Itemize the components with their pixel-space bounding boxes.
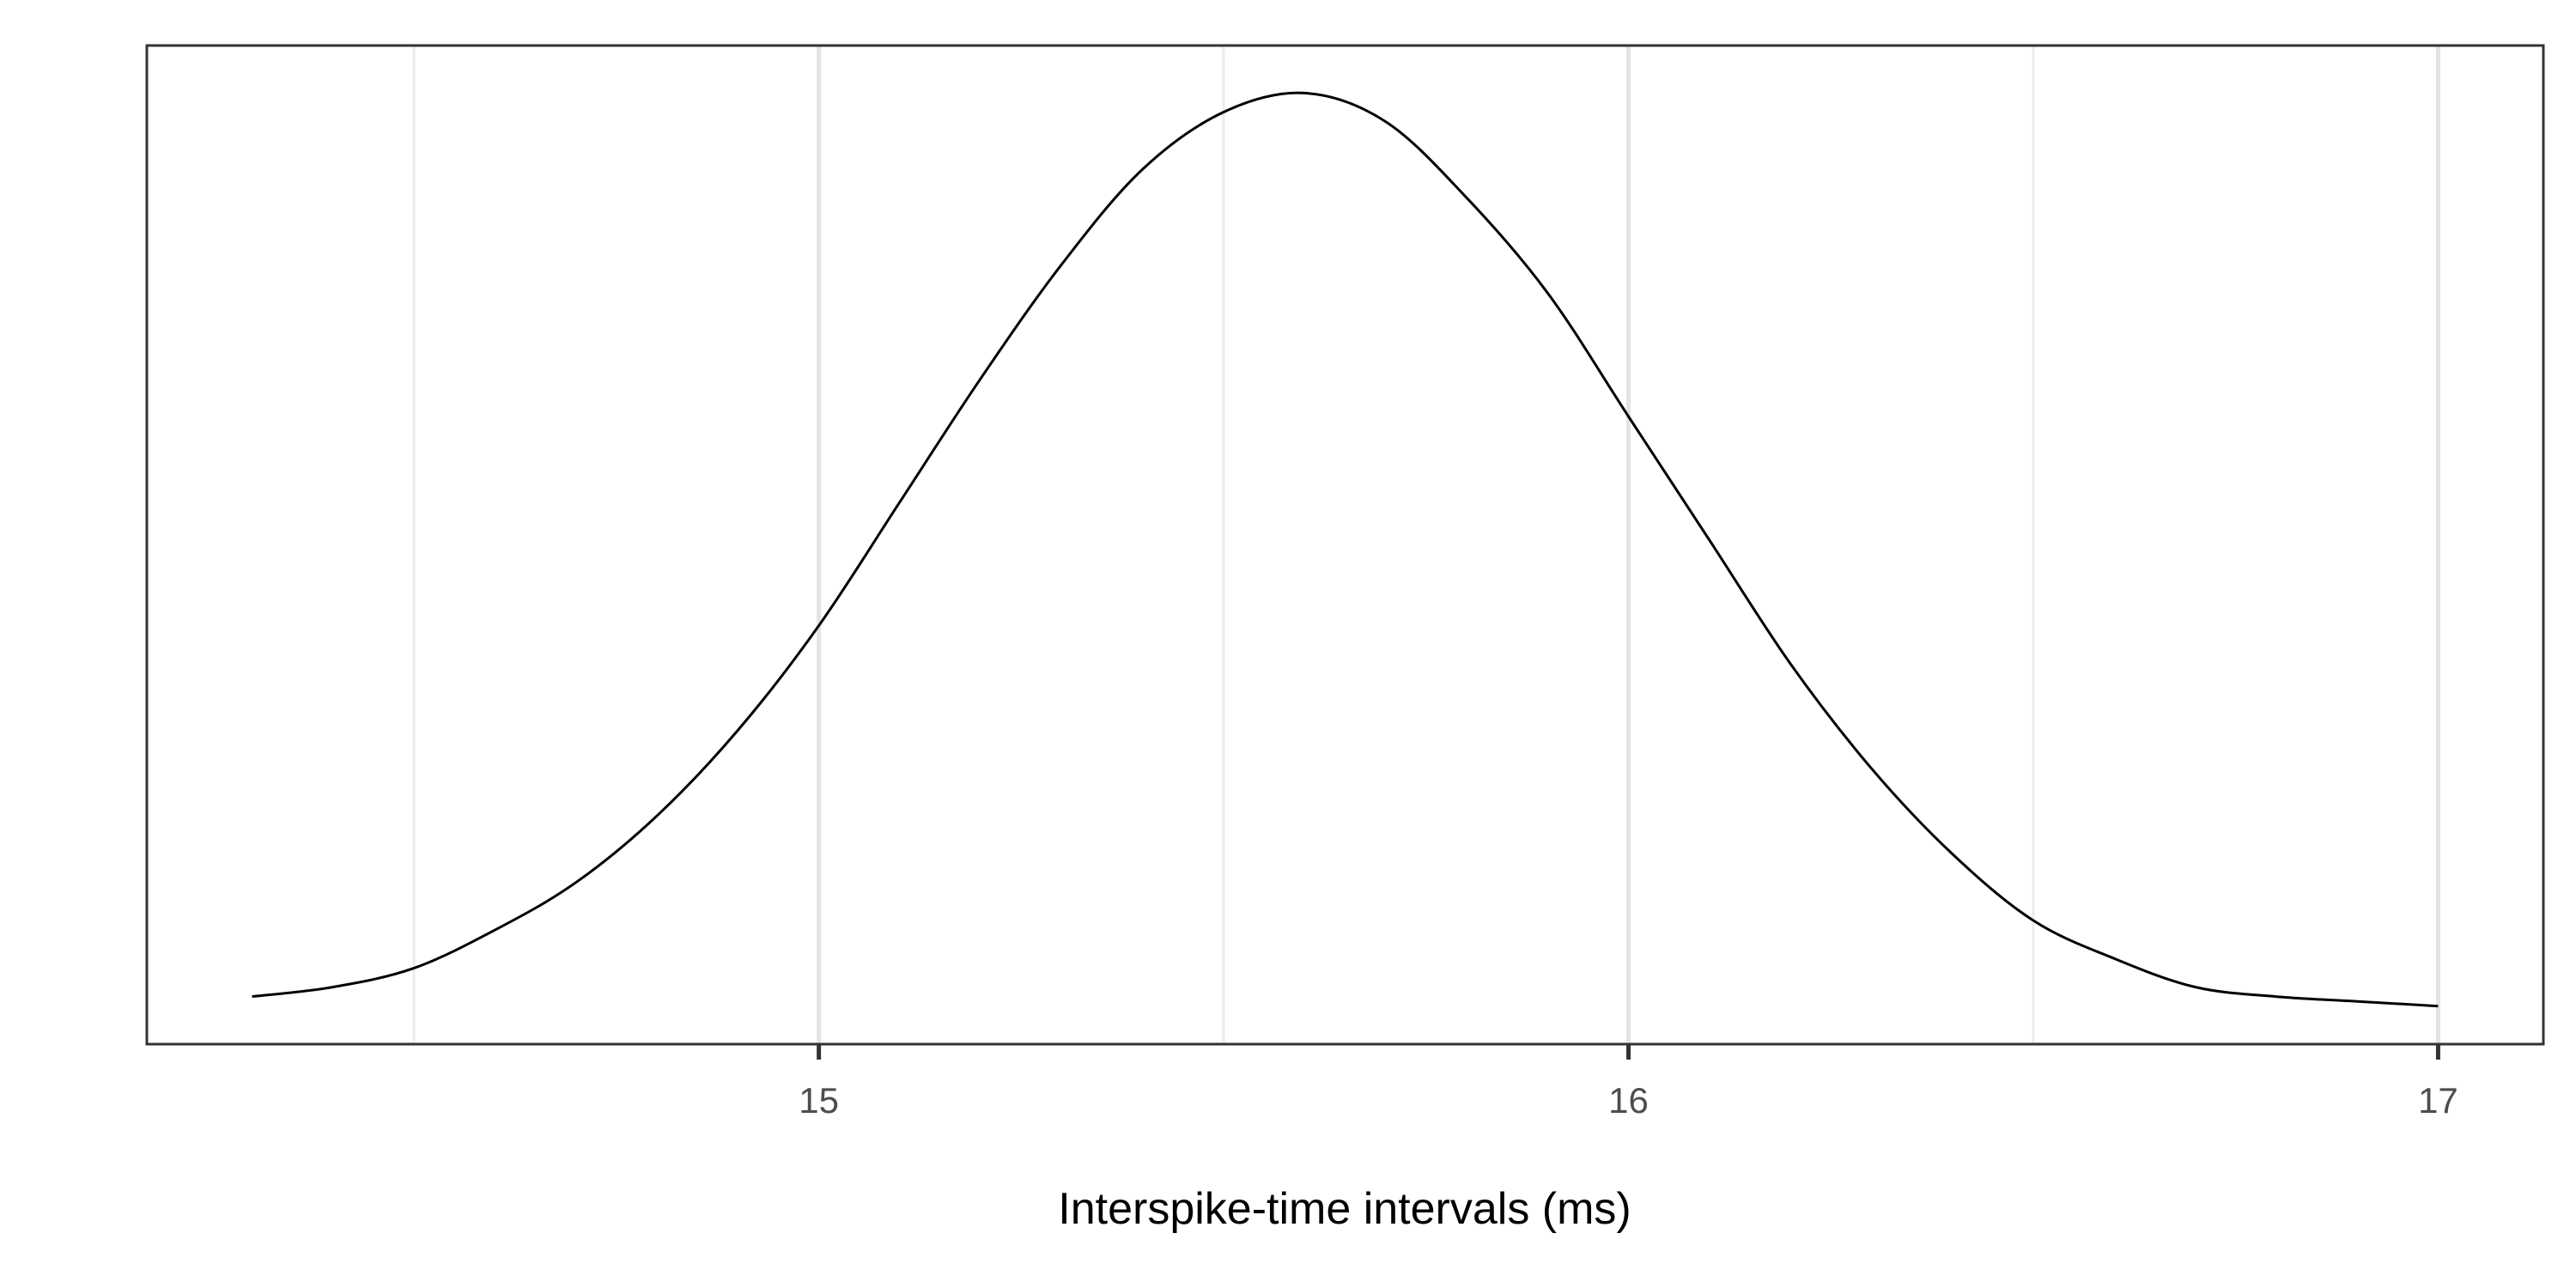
x-axis-ticks: 15 16 17 xyxy=(799,1044,2458,1121)
x-tick-label: 17 xyxy=(2418,1080,2458,1121)
x-axis-title: Interspike-time intervals (ms) xyxy=(1058,1184,1631,1234)
density-curve-line xyxy=(252,91,2439,1008)
x-tick-label: 16 xyxy=(1608,1080,1649,1121)
grid-layer xyxy=(412,46,2440,1044)
plot-panel-border xyxy=(145,44,2545,1046)
x-tick-label: 15 xyxy=(799,1080,839,1121)
